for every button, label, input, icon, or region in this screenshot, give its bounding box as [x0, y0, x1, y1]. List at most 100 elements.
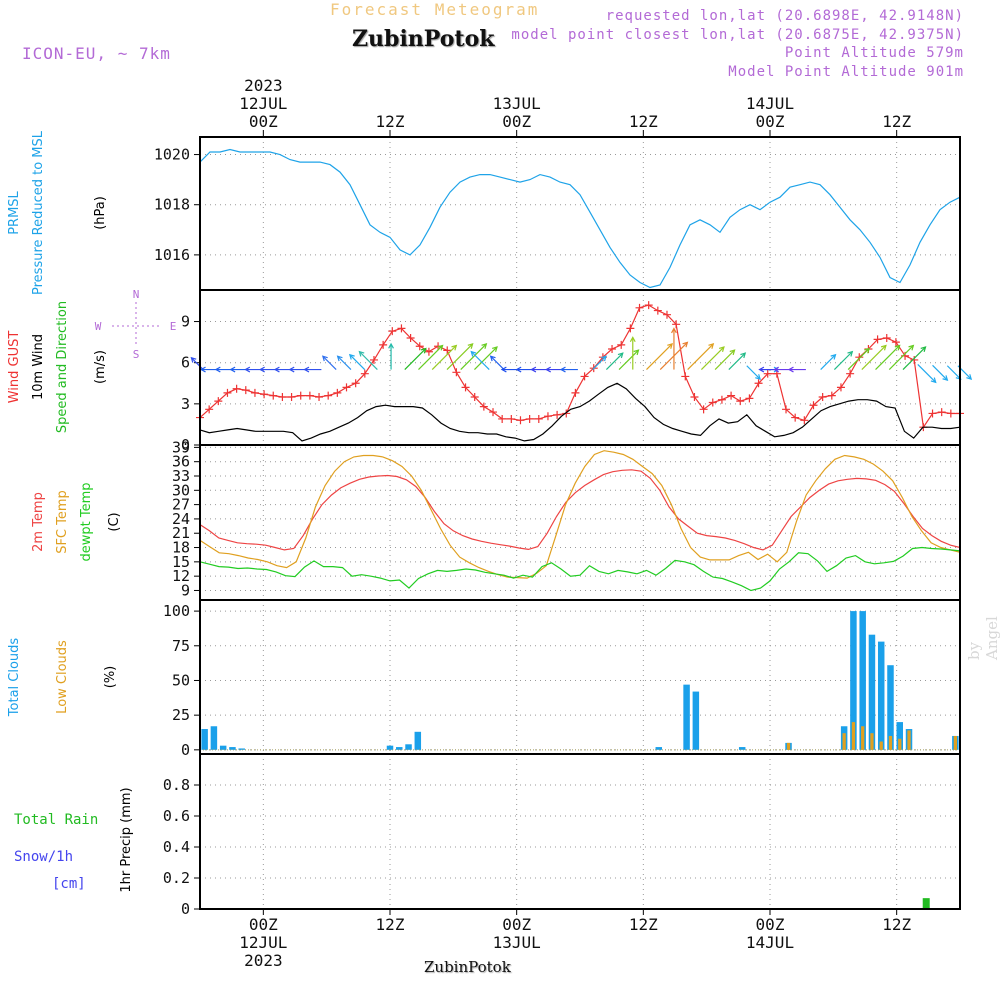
panel-frame-temperature	[199, 444, 961, 601]
gust-marker	[800, 416, 809, 425]
panel-label: 2m Temp	[31, 492, 46, 552]
total-cloud-bar	[405, 744, 412, 750]
y-tick-label: 0	[181, 900, 190, 918]
wind-arrow-head	[930, 377, 937, 384]
low-cloud-bar	[842, 733, 846, 750]
gust-marker	[360, 369, 369, 378]
gust-marker	[562, 409, 571, 418]
series-line-wind-gust	[199, 304, 960, 429]
total-cloud-bar	[414, 731, 422, 750]
top-hour-label: 12Z	[376, 112, 405, 131]
wind-arrow-head	[515, 366, 522, 373]
wind-arrow-head	[718, 346, 725, 352]
footer-station: ZubinPotok	[424, 958, 511, 976]
gust-marker	[342, 383, 351, 392]
wind-arrow-head	[451, 344, 458, 351]
y-tick-label: 0.6	[163, 807, 190, 825]
bottom-time-label: 14JUL	[746, 933, 794, 952]
bottom-time-label: 00Z	[502, 915, 531, 934]
gust-marker	[205, 405, 214, 414]
panel-label: (hPa)	[93, 196, 108, 230]
wind-direction-arrow	[833, 351, 853, 370]
gust-marker	[241, 386, 250, 395]
wind-arrow-head	[708, 343, 715, 349]
wind-direction-arrow	[714, 349, 735, 370]
low-cloud-bar	[907, 730, 911, 750]
bottom-time-label: 00Z	[756, 915, 785, 934]
y-tick-label: 21	[172, 524, 190, 542]
wind-direction-arrow	[592, 355, 607, 370]
series-line-prmsl	[199, 148, 961, 289]
y-tick-label: 50	[172, 671, 190, 689]
gust-marker	[479, 402, 488, 411]
gust-marker	[763, 369, 772, 378]
wind-arrow-head	[437, 344, 444, 351]
wind-direction-arrow	[875, 345, 901, 370]
wind-arrow-head	[617, 352, 624, 359]
total-cloud-bar	[683, 684, 690, 750]
y-tick-label: 0.2	[163, 869, 190, 887]
wind-direction-arrow	[337, 355, 352, 370]
low-cloud-bar	[953, 735, 957, 750]
panel-label: [cm]	[52, 876, 86, 892]
gust-marker	[543, 412, 552, 421]
wind-direction-arrow	[687, 343, 714, 370]
wind-arrow-head	[492, 346, 498, 352]
gust-marker	[397, 324, 406, 333]
gust-marker	[232, 384, 241, 393]
wind-arrow-head	[229, 366, 236, 373]
wind-arrow-head	[755, 374, 761, 380]
gust-marker	[736, 397, 745, 406]
gust-marker	[717, 395, 726, 404]
wind-arrow-head	[273, 366, 280, 373]
gust-marker	[928, 409, 937, 418]
wind-arrow-head	[489, 355, 496, 362]
panel-label: Low Clouds	[55, 640, 70, 714]
panel-label: Pressure Reduced to MSL	[31, 130, 46, 295]
total-cloud-bar	[219, 745, 227, 750]
wind-arrow-head	[894, 344, 901, 351]
low-cloud-bar	[851, 722, 856, 750]
panel-label: (C)	[107, 512, 122, 531]
y-tick-label: 18	[172, 539, 190, 557]
total-cloud-bar	[859, 611, 866, 750]
low-cloud-bar	[898, 738, 902, 750]
wind-arrow-head	[671, 327, 677, 334]
y-tick-label: 33	[172, 467, 190, 485]
gust-marker	[489, 408, 498, 417]
gust-marker	[571, 388, 580, 397]
y-tick-label: 3	[181, 395, 190, 413]
wind-arrow-head	[559, 366, 566, 373]
gust-marker	[818, 392, 827, 401]
gust-marker	[498, 414, 507, 423]
wind-direction-arrow	[474, 346, 498, 370]
total-cloud-bar	[850, 611, 857, 750]
gust-marker	[727, 391, 736, 400]
y-tick-label: 75	[172, 637, 190, 655]
series-line-10m-wind	[199, 382, 961, 442]
wind-direction-arrow	[190, 357, 204, 370]
panel-label: dewpt Temp	[79, 482, 94, 561]
gust-marker	[269, 391, 278, 400]
wind-arrow-head	[629, 336, 636, 343]
y-tick-label: 27	[172, 496, 190, 514]
gust-marker	[333, 388, 342, 397]
rain-bar	[922, 898, 930, 909]
wind-arrow-head	[830, 353, 837, 360]
wind-arrow-head	[920, 346, 927, 352]
wind-direction-arrow	[847, 348, 870, 370]
gust-marker	[260, 390, 269, 399]
wind-direction-arrow	[646, 343, 673, 370]
bottom-time-label: 12JUL	[239, 933, 287, 952]
gust-marker	[827, 391, 836, 400]
gust-marker	[708, 398, 717, 407]
wind-direction-arrow	[404, 348, 427, 370]
bottom-time-label: 2023	[244, 951, 283, 970]
y-tick-label: 15	[172, 553, 190, 571]
wind-direction-arrow	[470, 351, 490, 370]
gust-marker	[617, 340, 626, 349]
station-title: ZubinPotok	[352, 26, 495, 52]
top-hour-label: 00Z	[249, 112, 278, 131]
panel-label: Snow/1h	[14, 849, 73, 865]
